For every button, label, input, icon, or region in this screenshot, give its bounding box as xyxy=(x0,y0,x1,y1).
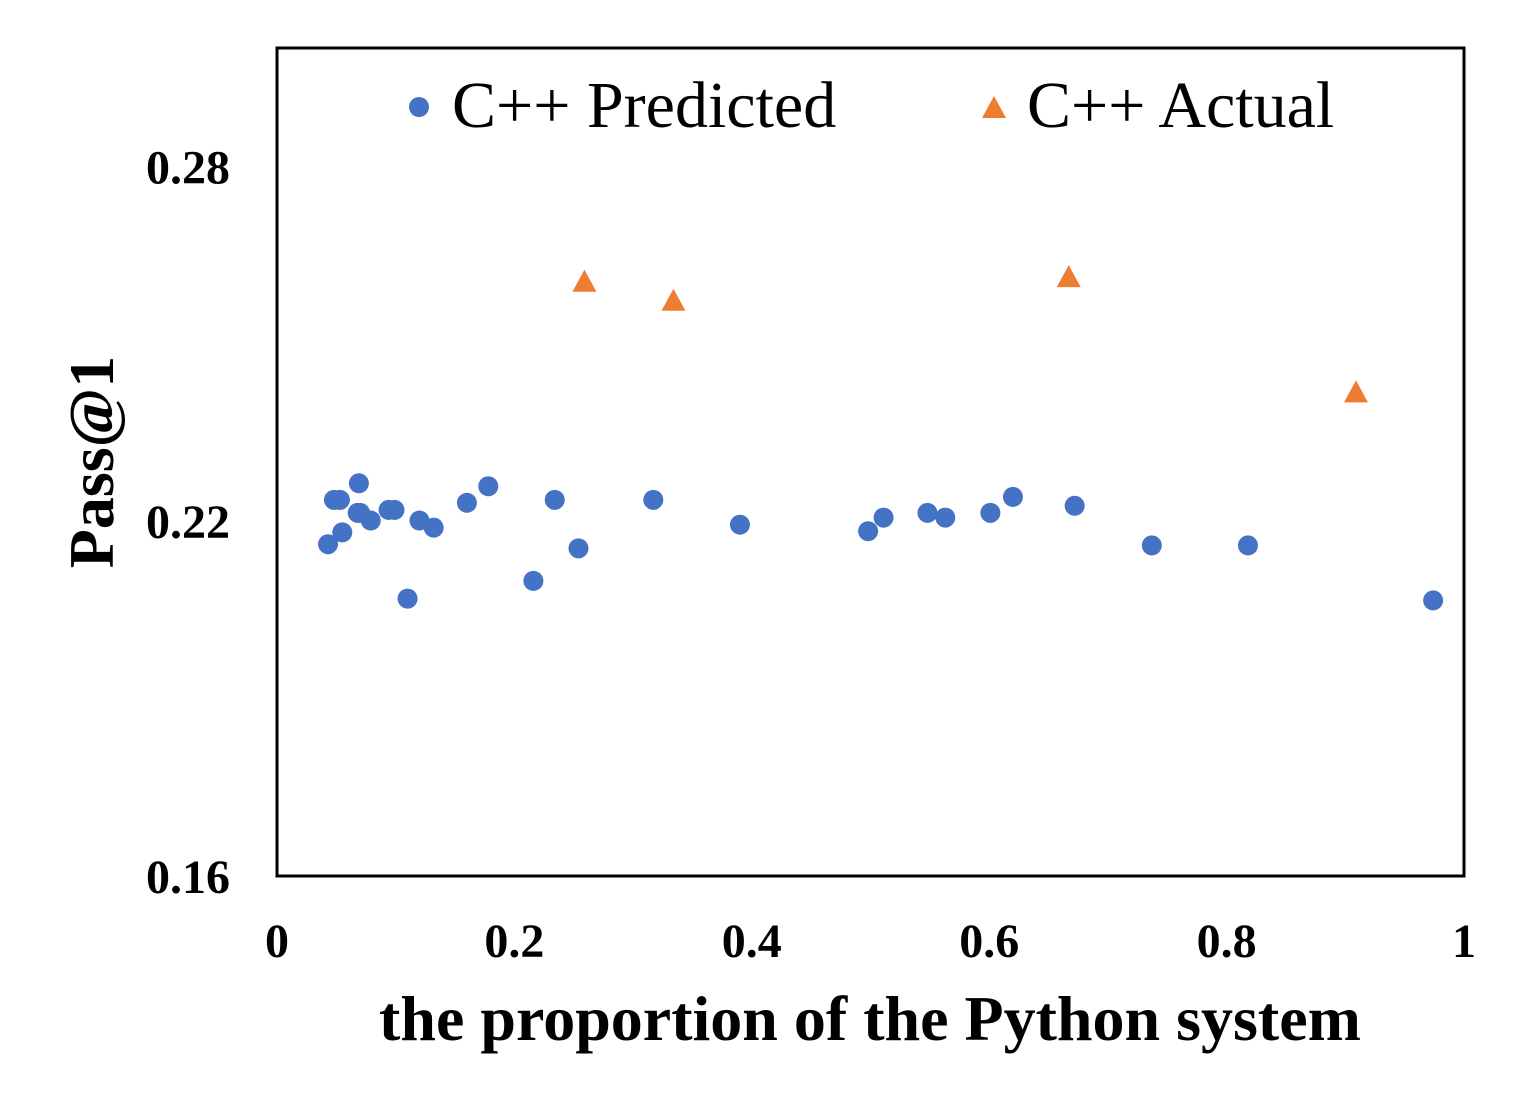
actual-point xyxy=(661,288,686,311)
predicted-point xyxy=(1141,535,1162,556)
predicted-point xyxy=(935,507,956,528)
legend-actual-label: C++ Actual xyxy=(1027,69,1334,142)
legend-predicted-label: C++ Predicted xyxy=(452,69,836,142)
predicted-point xyxy=(544,489,565,510)
predicted-point xyxy=(729,514,750,535)
predicted-point xyxy=(523,570,544,591)
predicted-point xyxy=(873,507,894,528)
predicted-point xyxy=(1423,590,1444,611)
predicted-point xyxy=(329,489,350,510)
predicted-point xyxy=(568,538,589,559)
series-cpp-predicted xyxy=(318,473,1444,611)
predicted-point xyxy=(397,588,418,609)
predicted-point xyxy=(423,517,444,538)
legend: C++ Predicted C++ Actual xyxy=(409,69,1334,142)
predicted-point xyxy=(318,534,339,555)
predicted-point xyxy=(1237,535,1258,556)
predicted-point xyxy=(858,521,879,542)
series-layer xyxy=(318,265,1444,611)
x-tick-label: 1 xyxy=(1452,915,1476,968)
predicted-point xyxy=(1002,486,1023,507)
predicted-point xyxy=(332,522,353,543)
predicted-point xyxy=(348,473,369,494)
predicted-point xyxy=(643,489,664,510)
y-tick-label: 0.22 xyxy=(146,496,230,549)
x-axis-tick-labels: 0 0.2 0.4 0.6 0.8 1 xyxy=(265,915,1476,968)
x-tick-label: 0.4 xyxy=(722,915,782,968)
y-tick-label: 0.28 xyxy=(146,141,230,194)
x-tick-label: 0.8 xyxy=(1197,915,1257,968)
plot-area-frame xyxy=(275,46,1466,878)
x-tick-label: 0.2 xyxy=(484,915,544,968)
x-tick-label: 0.6 xyxy=(959,915,1019,968)
series-cpp-actual xyxy=(572,265,1368,403)
actual-point xyxy=(572,269,597,292)
predicted-point xyxy=(917,502,938,523)
x-axis-title: the proportion of the Python system xyxy=(379,983,1361,1054)
y-axis-tick-labels: 0.16 0.22 0.28 xyxy=(146,141,230,904)
y-tick-label: 0.16 xyxy=(146,851,230,904)
predicted-point xyxy=(360,510,381,531)
y-axis-title: Pass@1 xyxy=(56,356,127,568)
legend-actual-marker xyxy=(982,96,1006,118)
legend-predicted-marker xyxy=(409,97,429,117)
x-tick-label: 0 xyxy=(265,915,289,968)
predicted-point xyxy=(1064,495,1085,516)
actual-point xyxy=(1056,265,1081,288)
predicted-point xyxy=(384,499,405,520)
actual-point xyxy=(1343,380,1368,403)
predicted-point xyxy=(456,492,477,513)
predicted-point xyxy=(478,476,499,497)
predicted-point xyxy=(980,502,1001,523)
